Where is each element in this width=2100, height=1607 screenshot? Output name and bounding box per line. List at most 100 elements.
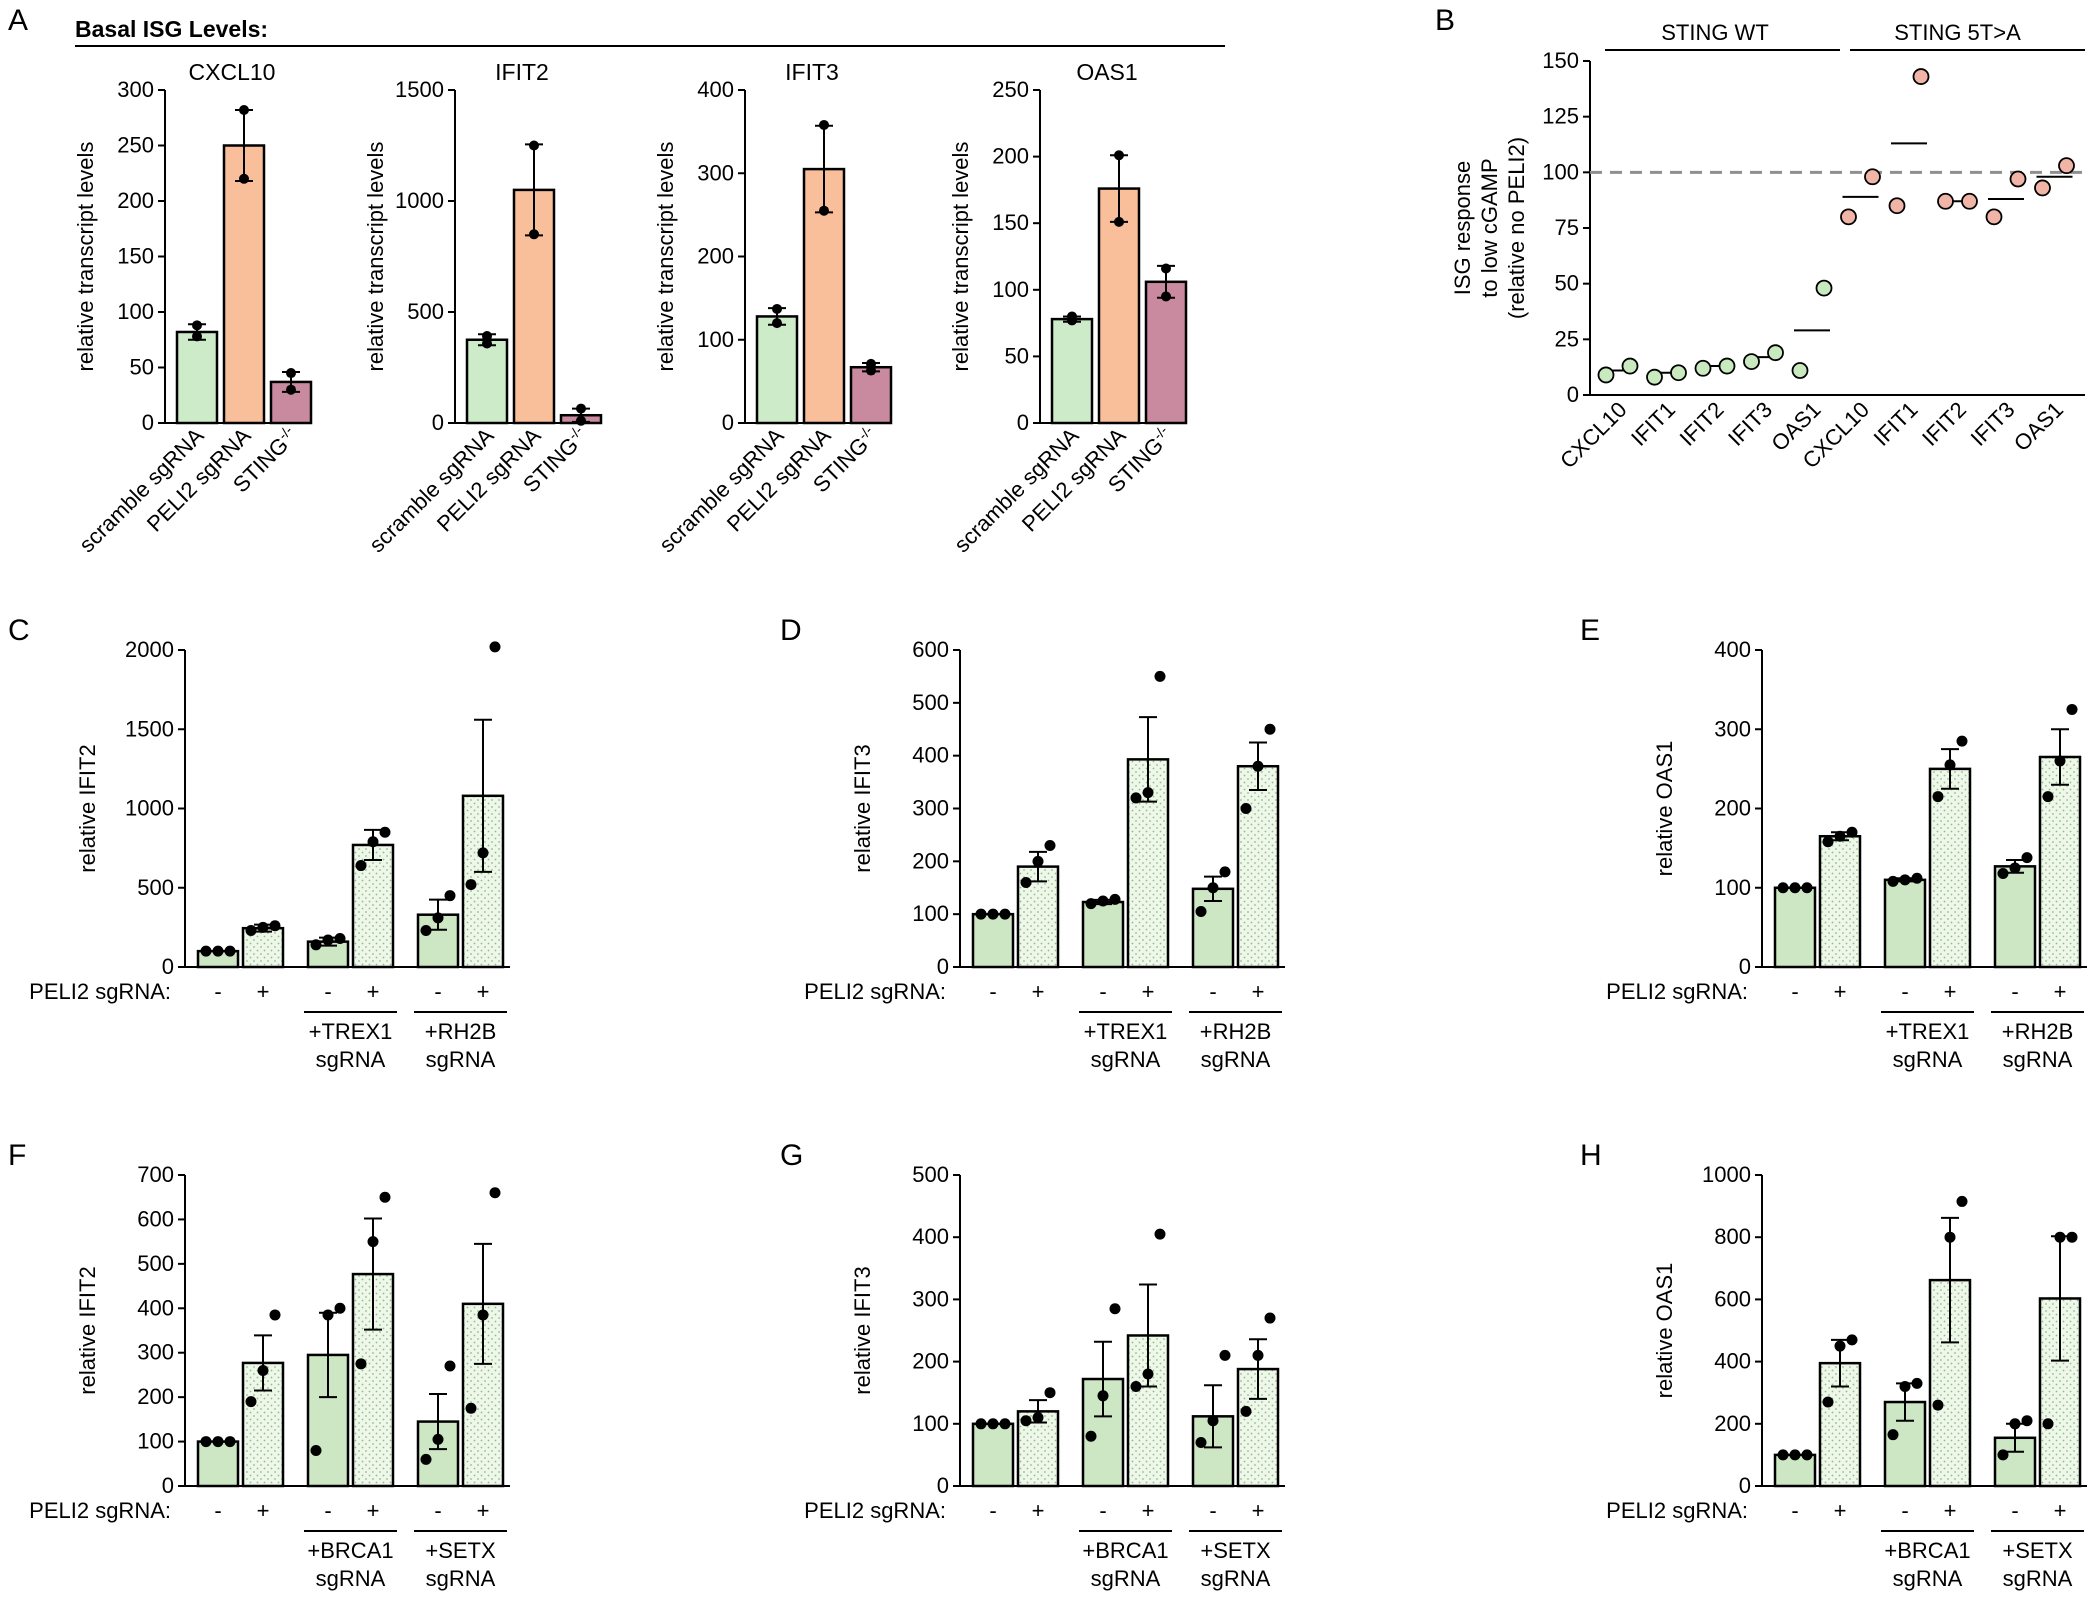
- panel-g-y-tick-label: 500: [912, 1162, 949, 1187]
- panel-b-x-tick-label: IFIT3: [1966, 397, 2020, 451]
- panel-b-group-label-wt: STING WT: [1661, 20, 1769, 45]
- panel-b-data-point: [1815, 279, 1833, 297]
- panel-f-y-tick-label: 200: [137, 1384, 174, 1409]
- panel-e-data-point: [1801, 882, 1813, 894]
- panel-e-data-point: [1846, 826, 1858, 838]
- panel-d-y-tick-label: 200: [912, 848, 949, 873]
- panel-h-data-point: [2042, 1418, 2054, 1430]
- panel-h-data-point: [2066, 1231, 2078, 1243]
- panel-d-y-tick-label: 300: [912, 796, 949, 821]
- panel-d-data-point: [975, 908, 987, 920]
- panel-b-y-tick-label: 50: [1555, 271, 1579, 296]
- panel-d-group-sublabel: sgRNA: [1201, 1047, 1271, 1072]
- panel-a-ifit2-y-axis-label: relative transcript levels: [363, 142, 388, 372]
- panel-a-ifit2-bar: [465, 338, 509, 425]
- panel-c-data-point: [355, 860, 367, 872]
- panel-h-group-sublabel: sgRNA: [1893, 1566, 1963, 1591]
- panel-h-data-point: [1822, 1396, 1834, 1408]
- panel-f-sign-label: -: [324, 1498, 331, 1523]
- panel-a-oas1-data-point: [1114, 216, 1124, 227]
- panel-f-y-tick-label: 100: [137, 1429, 174, 1454]
- panel-a-ifit3-bar: [755, 315, 799, 425]
- panel-d-data-point: [1020, 876, 1032, 888]
- panel-d-y-tick-label: 100: [912, 901, 949, 926]
- panel-a-ifit3-data-point: [772, 318, 782, 329]
- panel-g-y-tick-label: 300: [912, 1286, 949, 1311]
- panel-e-data-point: [1822, 836, 1834, 848]
- panel-e-group-label: +TREX1: [1886, 1019, 1970, 1044]
- panel-e-sign-label: -: [1791, 979, 1798, 1004]
- panel-e-bar: [1818, 834, 1862, 969]
- panel-h-data-point: [2009, 1418, 2021, 1430]
- panel-c-data-point: [224, 945, 236, 957]
- panel-f-data-point: [257, 1364, 269, 1376]
- panel-d-letter: D: [780, 614, 802, 647]
- panel-g-group-label: +SETX: [1200, 1538, 1271, 1563]
- panel-b-data-point: [1694, 359, 1712, 377]
- panel-g-data-point: [1097, 1390, 1109, 1402]
- panel-e-data-point: [1956, 735, 1968, 747]
- panel-d-row-label: PELI2 sgRNA:: [804, 979, 946, 1004]
- panel-d-data-point: [1032, 855, 1044, 867]
- panel-h-sign-label: +: [1834, 1498, 1847, 1523]
- panel-h-sign-label: -: [2011, 1498, 2018, 1523]
- panel-e-data-point: [1834, 830, 1846, 842]
- panel-e-data-point: [1777, 882, 1789, 894]
- panel-d-group-label: +RH2B: [1200, 1019, 1272, 1044]
- panel-g-data-point: [1032, 1412, 1044, 1424]
- panel-h-data-point: [1846, 1334, 1858, 1346]
- panel-a-oas1-y-tick-label: 200: [992, 144, 1029, 169]
- panel-c-data-point: [310, 939, 322, 951]
- panel-f-data-point: [245, 1396, 257, 1408]
- panel-a-ifit3-y-tick-label: 200: [697, 244, 734, 269]
- panel-c-sign-label: +: [477, 979, 490, 1004]
- panel-a-ifit3-y-tick-label: 300: [697, 160, 734, 185]
- panel-g-group-label: +BRCA1: [1082, 1538, 1168, 1563]
- panel-h-data-point: [1899, 1380, 1911, 1392]
- panel-c-y-tick-label: 2000: [125, 637, 174, 662]
- panel-e-y-tick-label: 300: [1714, 716, 1751, 741]
- panel-h-data-point: [1956, 1195, 1968, 1207]
- panel-h-data-point: [2021, 1415, 2033, 1427]
- panel-c-y-axis-label: relative IFIT2: [75, 744, 100, 872]
- panel-e-sign-label: +: [2054, 979, 2067, 1004]
- panel-c-group-label: +TREX1: [309, 1019, 393, 1044]
- panel-f-y-tick-label: 0: [162, 1473, 174, 1498]
- panel-e-y-tick-label: 200: [1714, 796, 1751, 821]
- panel-a-oas1-y-tick-label: 0: [1017, 410, 1029, 435]
- panel-e-sign-label: +: [1834, 979, 1847, 1004]
- panel-b-data-point: [2009, 170, 2027, 188]
- panel-a-cxcl10-y-tick-label: 250: [117, 133, 154, 158]
- panel-c-data-point: [322, 934, 334, 946]
- panel-h-bar: [1928, 1278, 1972, 1488]
- panel-b-letter: B: [1435, 4, 1455, 37]
- panel-d-data-point: [1207, 882, 1219, 894]
- panel-b-data-point: [1743, 353, 1760, 371]
- panel-c-group-sublabel: sgRNA: [426, 1047, 496, 1072]
- panel-b-data-point: [1985, 208, 2003, 226]
- panel-g-data-point: [1154, 1228, 1166, 1240]
- panel-b-x-tick-label: IFIT2: [1917, 397, 1971, 451]
- panel-b-y-tick-label: 0: [1567, 382, 1579, 407]
- panel-b-x-tick-label-group: IFIT1: [1626, 397, 1680, 451]
- panel-h-y-tick-label: 600: [1714, 1286, 1751, 1311]
- panel-b-data-point: [1888, 197, 1906, 215]
- panel-e-bar: [1883, 878, 1927, 969]
- panel-a-ifit2-y-tick-label: 1500: [395, 77, 444, 102]
- panel-h-data-point: [2054, 1231, 2066, 1243]
- panel-e-data-point: [1789, 882, 1801, 894]
- panel-a-oas1-y-tick-label: 150: [992, 210, 1029, 235]
- panel-b-x-tick-label-group: IFIT2: [1917, 397, 1971, 451]
- panel-g-sign-label: +: [1252, 1498, 1265, 1523]
- panel-b-x-tick-label-group: IFIT2: [1675, 397, 1729, 451]
- panel-e-data-point: [2021, 852, 2033, 864]
- panel-b-x-tick-label-group: OAS1: [2009, 397, 2068, 456]
- panel-a-cxcl10-data-point: [192, 331, 202, 342]
- panel-d-data-point: [1219, 866, 1231, 878]
- panel-e-y-tick-label: 100: [1714, 875, 1751, 900]
- panel-b-y-axis-label-group: ISG response to low cGAMP (relative no PEL…: [1450, 137, 1529, 319]
- panel-b-data-point: [2058, 157, 2075, 175]
- panel-a-ifit3-data-point: [866, 358, 876, 369]
- panel-d-data-point: [1097, 895, 1109, 907]
